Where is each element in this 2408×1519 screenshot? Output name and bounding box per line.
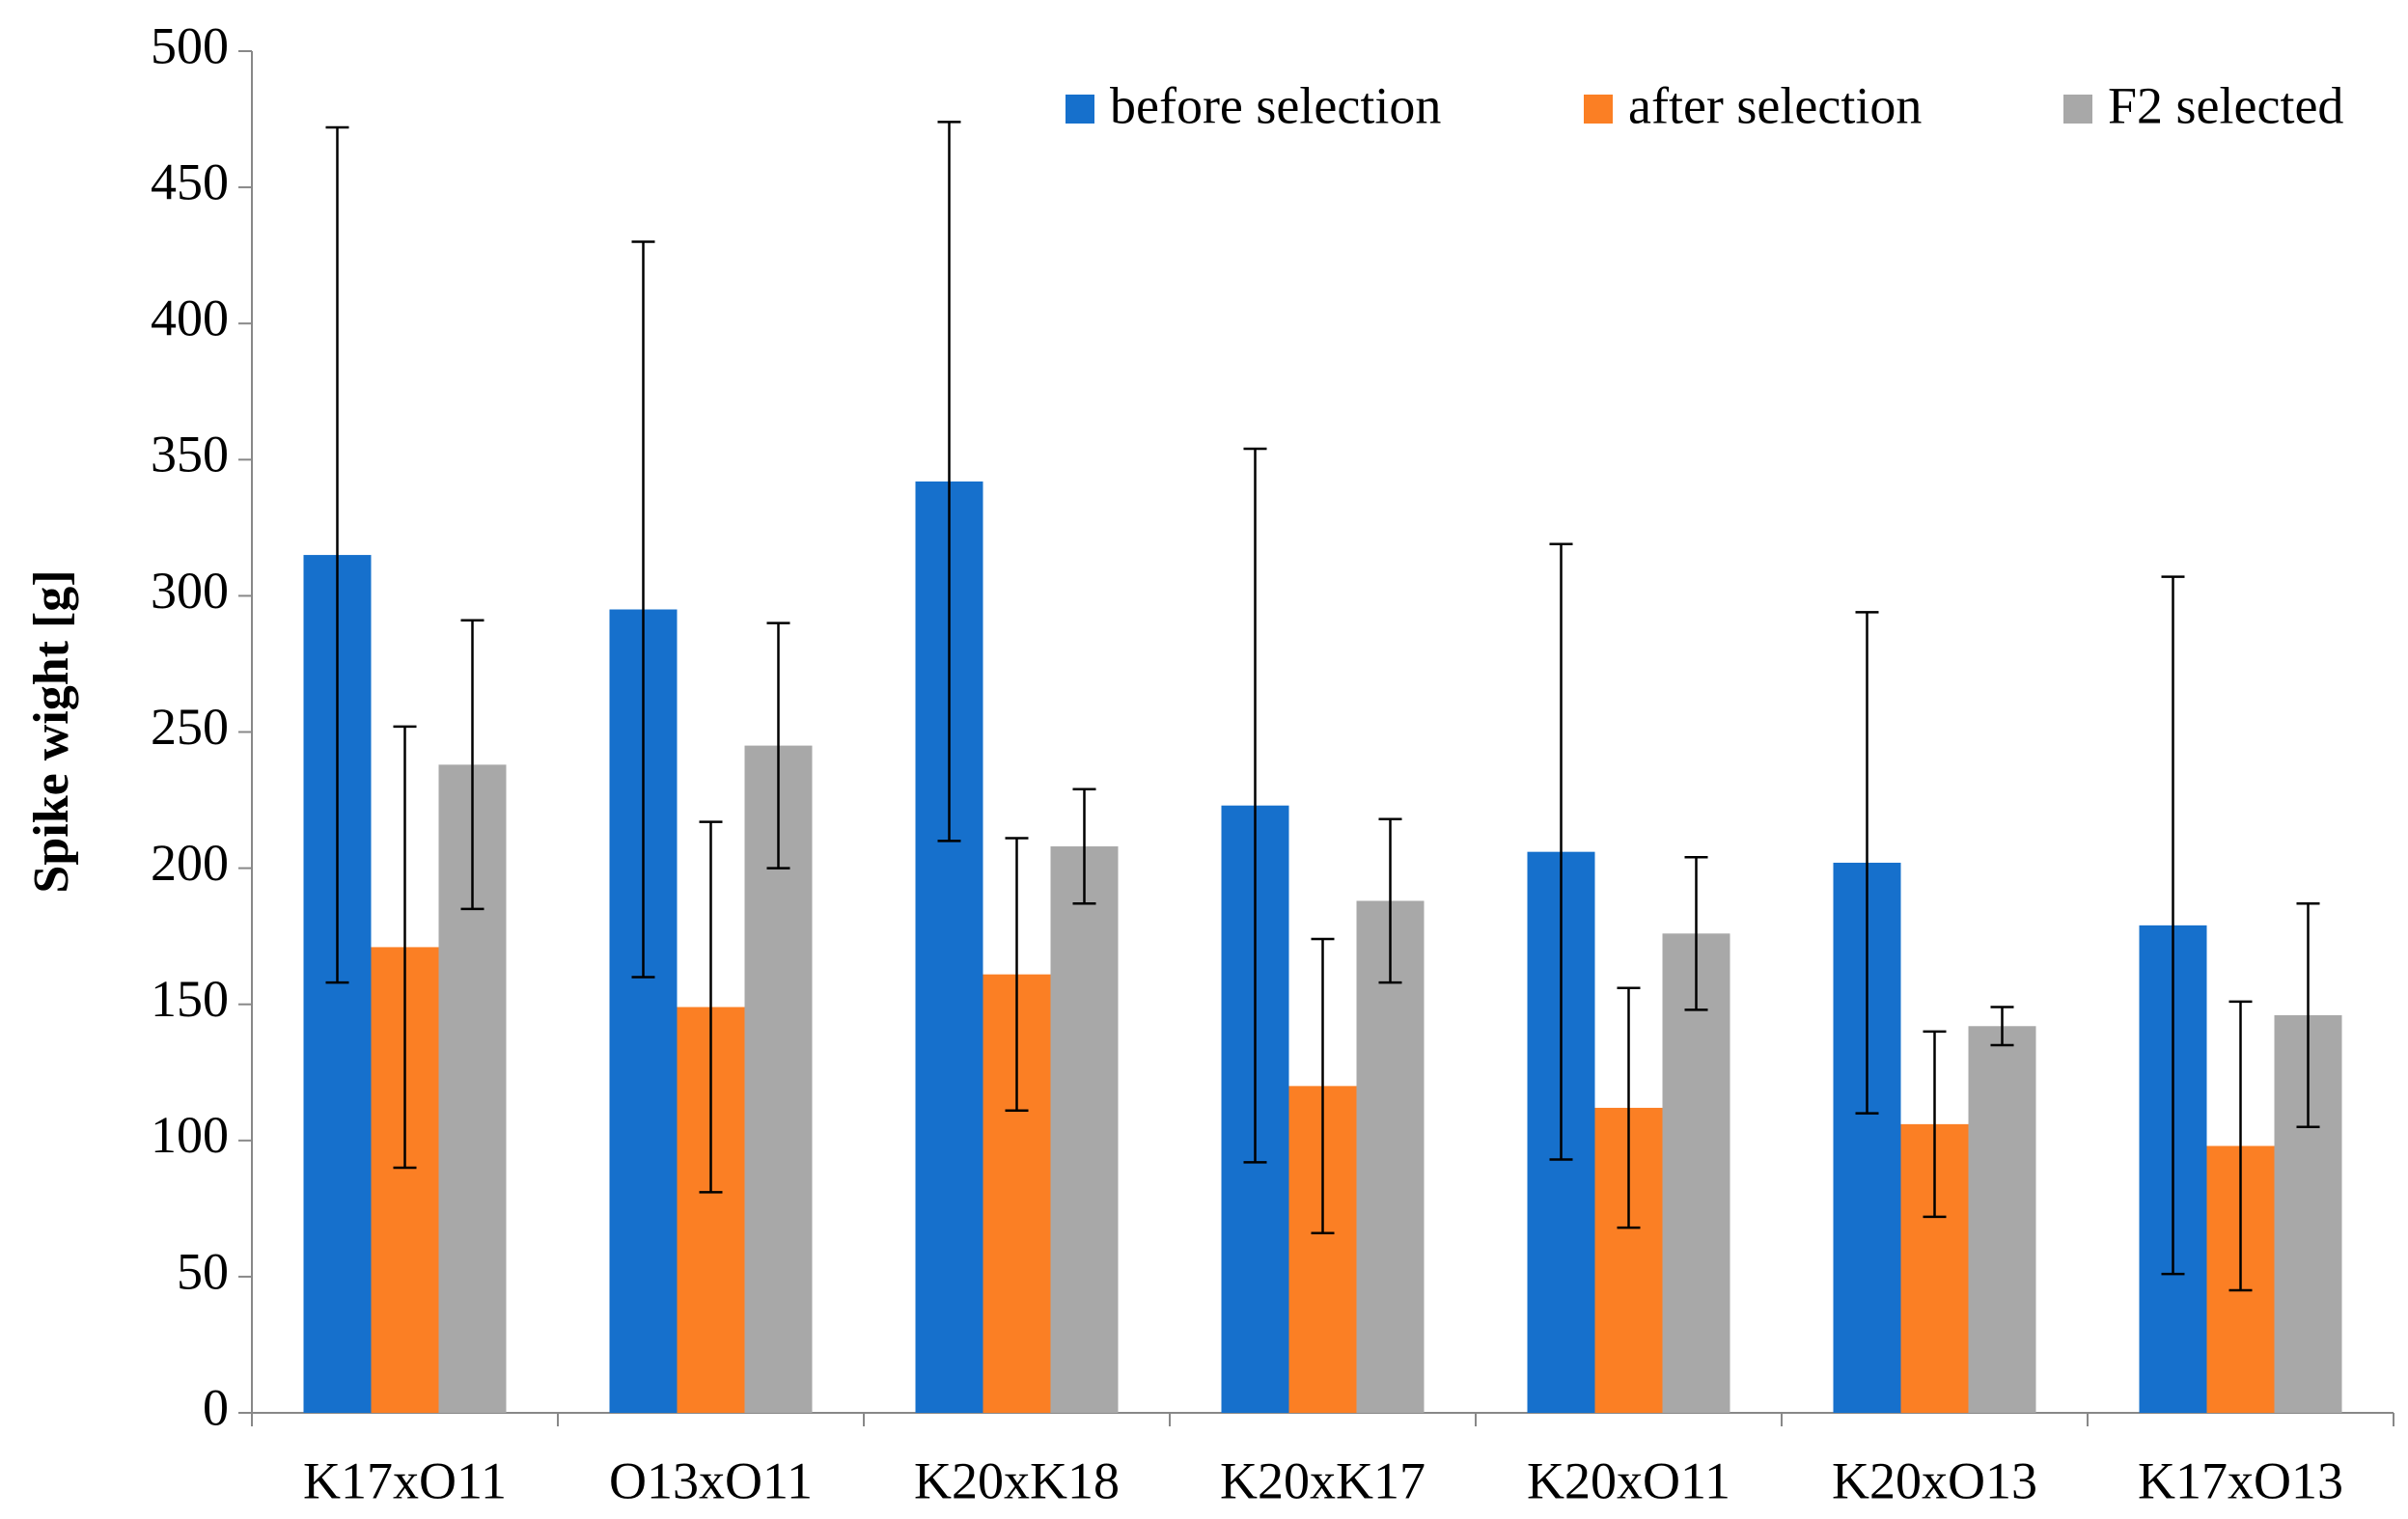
error-bar: [631, 240, 655, 979]
legend-label: before selection: [1110, 76, 1441, 134]
y-tick-label: 200: [151, 834, 229, 892]
error-bar: [1311, 937, 1335, 1234]
y-tick-label: 250: [151, 698, 229, 756]
error-bar: [2161, 575, 2185, 1276]
error-bar: [2296, 902, 2320, 1128]
error-bar: [1378, 817, 1402, 984]
y-tick-label: 300: [151, 562, 229, 620]
error-bar: [1243, 447, 1267, 1164]
error-bar: [460, 619, 484, 911]
bar: [1050, 846, 1119, 1413]
error-bar: [1990, 1006, 2014, 1047]
error-bar: [1923, 1030, 1947, 1219]
x-tick-label: K20xK18: [914, 1451, 1120, 1509]
legend-label: after selection: [1628, 76, 1922, 134]
x-tick-label: K17xO11: [303, 1451, 507, 1509]
y-tick-label: 50: [177, 1242, 229, 1300]
legend-swatch: [2063, 95, 2092, 124]
y-tick-label: 450: [151, 152, 229, 210]
error-bar: [1684, 856, 1708, 1011]
bar: [1662, 933, 1730, 1413]
x-tick-label: O13xO11: [609, 1451, 813, 1509]
y-tick-label: 400: [151, 290, 229, 347]
bar: [1968, 1026, 2036, 1413]
x-tick-label: K20xO11: [1527, 1451, 1730, 1509]
error-bar: [699, 820, 723, 1194]
error-bar: [325, 125, 349, 984]
error-bar: [1005, 837, 1029, 1113]
legend-swatch: [1066, 95, 1094, 124]
error-bar: [1617, 986, 1641, 1229]
error-bar: [1072, 787, 1096, 905]
y-tick-label: 100: [151, 1106, 229, 1164]
bar: [1356, 900, 1425, 1413]
error-bar: [1549, 542, 1573, 1161]
error-bar: [1855, 611, 1879, 1115]
legend-label: F2 selected: [2108, 76, 2343, 134]
error-bar: [766, 621, 790, 870]
x-tick-label: K17xO13: [2138, 1451, 2343, 1509]
legend-swatch: [1584, 95, 1613, 124]
y-tick-label: 500: [151, 16, 229, 74]
error-bar: [937, 121, 961, 842]
x-tick-label: K20xK17: [1220, 1451, 1425, 1509]
error-bar: [393, 725, 417, 1170]
error-bar: [2228, 1000, 2253, 1292]
y-tick-label: 150: [151, 970, 229, 1028]
y-axis-label: Spike wight [g]: [24, 569, 79, 893]
x-tick-label: K20xO13: [1832, 1451, 2037, 1509]
y-tick-label: 350: [151, 426, 229, 483]
y-tick-label: 0: [203, 1378, 229, 1436]
